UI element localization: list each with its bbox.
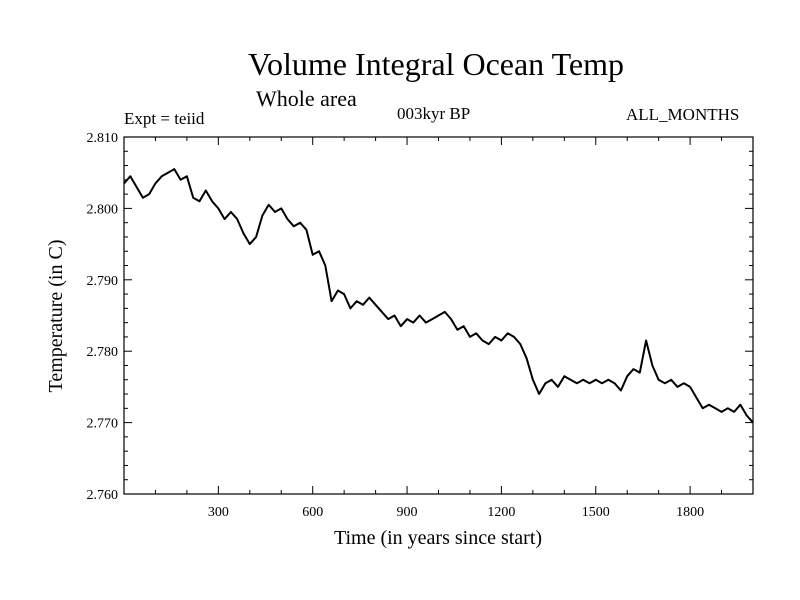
- x-tick-label: 600: [302, 505, 323, 520]
- y-tick-label: 2.800: [87, 202, 119, 217]
- y-axis: 2.760 2.770 2.780 2.790 2.800 2.810: [87, 131, 753, 503]
- temperature-series-line: [123, 168, 754, 424]
- x-tick-label: 1200: [487, 505, 515, 520]
- y-tick-label: 2.770: [87, 417, 119, 432]
- y-axis-title: Temperature (in C): [45, 240, 67, 393]
- period-label: 003kyr BP: [397, 104, 471, 123]
- y-tick-label: 2.760: [87, 488, 119, 503]
- x-tick-label: 300: [208, 505, 229, 520]
- chart-subtitle: Whole area: [256, 86, 357, 111]
- x-tick-label: 1500: [582, 505, 610, 520]
- experiment-label: Expt = teiid: [124, 109, 205, 128]
- x-axis-title: Time (in years since start): [334, 527, 542, 549]
- y-tick-label: 2.780: [87, 345, 119, 360]
- months-label: ALL_MONTHS: [626, 105, 740, 124]
- x-tick-label: 900: [397, 505, 418, 520]
- y-tick-label: 2.810: [87, 131, 119, 146]
- chart-title: Volume Integral Ocean Temp: [247, 46, 624, 82]
- y-tick-label: 2.790: [87, 274, 119, 289]
- x-tick-label: 1800: [676, 505, 704, 520]
- x-axis: 300 600 900 1200 1500 1800: [154, 137, 723, 520]
